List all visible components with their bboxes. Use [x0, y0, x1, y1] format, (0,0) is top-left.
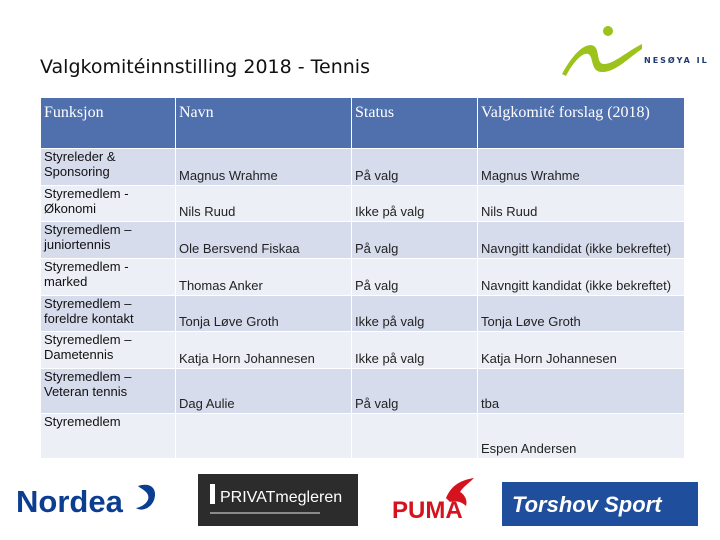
svg-text:Torshov Sport: Torshov Sport: [512, 492, 663, 517]
table-row: Styremedlem – Veteran tennis Dag Aulie P…: [40, 368, 685, 414]
svg-text:PRIVATmegleren: PRIVATmegleren: [220, 489, 342, 506]
cell-navn: Thomas Anker: [175, 258, 352, 296]
cell-funksjon: Styremedlem - Økonomi: [40, 185, 176, 222]
cell-navn: Katja Horn Johannesen: [175, 331, 352, 369]
club-logo-text: NESØYA IL: [644, 56, 709, 65]
cell-status: Ikke på valg: [351, 185, 478, 222]
header-funksjon: Funksjon: [40, 97, 176, 149]
table-header-row: Funksjon Navn Status Valgkomité forslag …: [40, 97, 685, 149]
cell-forslag: Espen Andersen: [477, 413, 685, 459]
cell-status: Ikke på valg: [351, 331, 478, 369]
club-logo: NESØYA IL: [556, 22, 716, 82]
table-row: Styremedlem - Økonomi Nils Ruud Ikke på …: [40, 185, 685, 222]
cell-forslag: Magnus Wrahme: [477, 148, 685, 186]
cell-funksjon: Styremedlem: [40, 413, 176, 459]
header-navn: Navn: [175, 97, 352, 149]
cell-navn: [175, 413, 352, 459]
table-row: Styremedlem – juniortennis Ole Bersvend …: [40, 221, 685, 259]
privatmegleren-logo: PRIVATmegleren: [198, 474, 358, 526]
cell-status: På valg: [351, 368, 478, 414]
cell-funksjon: Styreleder & Sponsoring: [40, 148, 176, 186]
cell-navn: Magnus Wrahme: [175, 148, 352, 186]
cell-funksjon: Styremedlem – Veteran tennis: [40, 368, 176, 414]
cell-forslag: Tonja Løve Groth: [477, 295, 685, 332]
cell-funksjon: Styremedlem – juniortennis: [40, 221, 176, 259]
cell-forslag: Navngitt kandidat (ikke bekreftet): [477, 221, 685, 259]
cell-forslag: tba: [477, 368, 685, 414]
cell-navn: Nils Ruud: [175, 185, 352, 222]
table-row: Styremedlem - marked Thomas Anker På val…: [40, 258, 685, 296]
sponsor-logos: Nordea PRIVATmegleren PUMA Torshov Sport: [0, 474, 720, 530]
puma-logo: PUMA: [392, 478, 474, 524]
club-swoosh-icon: [562, 26, 642, 76]
cell-navn: Tonja Løve Groth: [175, 295, 352, 332]
table-row: Styreleder & Sponsoring Magnus Wrahme På…: [40, 148, 685, 186]
cell-forslag: Katja Horn Johannesen: [477, 331, 685, 369]
cell-status: På valg: [351, 258, 478, 296]
cell-status: På valg: [351, 221, 478, 259]
slide-title: Valgkomitéinnstilling 2018 - Tennis: [40, 56, 370, 78]
table-row: Styremedlem Espen Andersen: [40, 413, 685, 459]
cell-status: På valg: [351, 148, 478, 186]
nordea-logo: Nordea: [16, 484, 156, 519]
svg-text:Nordea: Nordea: [16, 484, 124, 519]
cell-funksjon: Styremedlem – foreldre kontakt: [40, 295, 176, 332]
header-status: Status: [351, 97, 478, 149]
cell-forslag: Navngitt kandidat (ikke bekreftet): [477, 258, 685, 296]
cell-forslag: Nils Ruud: [477, 185, 685, 222]
cell-navn: Dag Aulie: [175, 368, 352, 414]
table-row: Styremedlem – foreldre kontakt Tonja Løv…: [40, 295, 685, 332]
cell-funksjon: Styremedlem – Dametennis: [40, 331, 176, 369]
cell-status: Ikke på valg: [351, 295, 478, 332]
cell-navn: Ole Bersvend Fiskaa: [175, 221, 352, 259]
cell-status: [351, 413, 478, 459]
header-forslag: Valgkomité forslag (2018): [477, 97, 685, 149]
torshov-sport-logo: Torshov Sport: [502, 482, 698, 526]
cell-funksjon: Styremedlem - marked: [40, 258, 176, 296]
table-row: Styremedlem – Dametennis Katja Horn Joha…: [40, 331, 685, 369]
nomination-table: Funksjon Navn Status Valgkomité forslag …: [40, 97, 685, 459]
